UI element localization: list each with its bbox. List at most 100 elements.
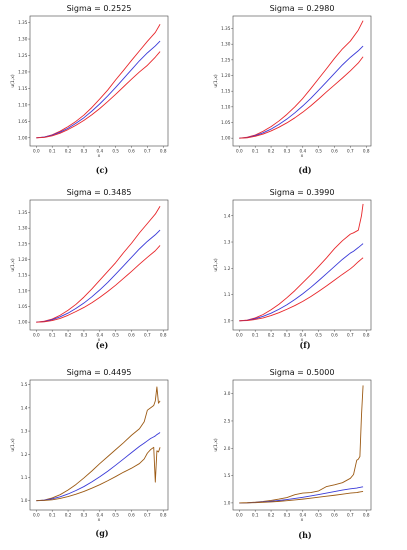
x-tick-label: 0.5 xyxy=(112,513,119,518)
x-tick-label: 0.1 xyxy=(49,149,56,154)
y-tick-label: 1.1 xyxy=(224,292,231,297)
x-axis-label: x xyxy=(301,518,304,523)
y-tick-label: 1.05 xyxy=(18,304,28,309)
series-line-mean xyxy=(36,40,161,139)
x-tick-label: 0.1 xyxy=(252,333,259,338)
y-tick-label: 1.15 xyxy=(18,273,28,278)
y-tick-label: 1.0 xyxy=(224,318,231,323)
series-line-upper-bound xyxy=(239,203,364,322)
x-tick-label: 0.6 xyxy=(128,513,135,518)
series-line-lower-bound xyxy=(239,56,364,139)
x-tick-label: 0.8 xyxy=(363,149,370,154)
x-tick-label: 0.5 xyxy=(315,333,322,338)
y-tick-label: 1.5 xyxy=(224,473,231,478)
x-tick-label: 0.2 xyxy=(268,513,275,518)
y-tick-label: 1.00 xyxy=(221,136,231,141)
x-tick-label: 0.7 xyxy=(347,149,354,154)
x-tick-label: 0.8 xyxy=(160,513,167,518)
caption-f: (f) xyxy=(299,340,311,350)
x-tick-label: 0.7 xyxy=(144,149,151,154)
x-tick-label: 0.7 xyxy=(144,333,151,338)
y-axis-label: u(1,x) xyxy=(213,258,219,272)
x-tick-label: 0.8 xyxy=(160,333,167,338)
x-tick-label: 0.0 xyxy=(33,149,40,154)
y-tick-label: 1.35 xyxy=(221,26,231,31)
chart-svg: Sigma = 0.2525 0.0 0.1 0.2 0.3 0.4 0.5 0.6 0.7 0.… xyxy=(10,4,169,159)
x-tick-label: 0.4 xyxy=(299,513,306,518)
y-tick-label: 1.00 xyxy=(18,320,28,325)
x-tick-label: 0.3 xyxy=(284,333,291,338)
x-tick-label: 0.4 xyxy=(96,149,103,154)
caption-h: (h) xyxy=(298,530,312,540)
chart-title: Sigma = 0.2980 xyxy=(270,4,335,13)
x-tick-label: 0.1 xyxy=(49,333,56,338)
x-tick-label: 0.0 xyxy=(236,513,243,518)
series-line-upper-bound xyxy=(239,20,364,139)
chart-title: Sigma = 0.4495 xyxy=(67,368,132,377)
y-tick-label: 1.25 xyxy=(221,57,231,62)
y-tick-label: 1.3 xyxy=(224,240,231,245)
plot-frame xyxy=(232,15,372,147)
x-tick-label: 0.2 xyxy=(65,149,72,154)
x-tick-label: 0.2 xyxy=(65,513,72,518)
y-tick-label: 1.25 xyxy=(18,53,28,58)
plot-frame xyxy=(232,199,372,331)
chart-panel-h: Sigma = 0.5000 0.0 0.1 0.2 0.3 0.4 0.5 0.6 0.7 0.… xyxy=(205,366,405,548)
x-tick-label: 0.6 xyxy=(128,149,135,154)
y-tick-label: 1.2 xyxy=(21,452,28,457)
y-tick-label: 1.2 xyxy=(224,266,231,271)
y-tick-label: 1.30 xyxy=(221,42,231,47)
series-line-mean xyxy=(239,45,364,139)
x-tick-label: 0.6 xyxy=(331,333,338,338)
series-line-mean xyxy=(239,486,364,504)
y-tick-label: 1.30 xyxy=(18,226,28,231)
y-axis-label: u(1,x) xyxy=(213,438,219,452)
series-line-mean xyxy=(36,229,161,323)
x-tick-label: 0.2 xyxy=(65,333,72,338)
y-tick-label: 1.0 xyxy=(224,500,231,505)
series-line-mean xyxy=(239,243,364,322)
x-axis-label: x xyxy=(301,338,304,343)
x-tick-label: 0.6 xyxy=(331,149,338,154)
series-line-lower-bound xyxy=(239,490,364,504)
x-tick-label: 0.1 xyxy=(252,513,259,518)
y-tick-label: 1.3 xyxy=(21,429,28,434)
x-tick-label: 0.5 xyxy=(112,333,119,338)
x-tick-label: 0.6 xyxy=(128,333,135,338)
y-tick-label: 1.25 xyxy=(18,241,28,246)
plot-frame xyxy=(29,199,169,331)
chart-svg: Sigma = 0.5000 0.0 0.1 0.2 0.3 0.4 0.5 0.6 0.7 0.… xyxy=(213,368,372,523)
x-tick-label: 0.4 xyxy=(299,149,306,154)
x-tick-label: 0.3 xyxy=(81,149,88,154)
x-tick-label: 0.7 xyxy=(347,513,354,518)
series-line-mean xyxy=(36,432,161,502)
chart-svg: Sigma = 0.3485 0.0 0.1 0.2 0.3 0.4 0.5 0.6 0.7 0.… xyxy=(10,188,169,343)
x-tick-label: 0.5 xyxy=(112,149,119,154)
y-tick-label: 1.10 xyxy=(18,102,28,107)
chart-svg: Sigma = 0.4495 0.0 0.1 0.2 0.3 0.4 0.5 0.6 0.7 0.… xyxy=(10,368,169,523)
x-axis-label: x xyxy=(98,338,101,343)
plot-frame xyxy=(232,379,372,511)
x-tick-label: 0.8 xyxy=(363,513,370,518)
plot-frame xyxy=(29,379,169,511)
caption-g: (g) xyxy=(95,528,109,538)
x-tick-label: 0.2 xyxy=(268,149,275,154)
x-tick-label: 0.4 xyxy=(96,513,103,518)
chart-title: Sigma = 0.2525 xyxy=(67,4,132,13)
y-tick-label: 1.30 xyxy=(18,37,28,42)
series-line-upper-bound xyxy=(36,386,161,502)
x-tick-label: 0.7 xyxy=(347,333,354,338)
x-tick-label: 0.0 xyxy=(236,333,243,338)
chart-panel-f: Sigma = 0.3990 0.0 0.1 0.2 0.3 0.4 0.5 0.6 0.7 0.… xyxy=(205,186,405,368)
x-tick-label: 0.0 xyxy=(33,513,40,518)
chart-svg: Sigma = 0.2980 0.0 0.1 0.2 0.3 0.4 0.5 0.6 0.7 0.… xyxy=(213,4,372,159)
series-line-lower-bound xyxy=(36,446,161,502)
x-tick-label: 0.2 xyxy=(268,333,275,338)
caption-d: (d) xyxy=(298,165,312,175)
y-axis-label: u(1,x) xyxy=(213,74,219,88)
y-tick-label: 1.35 xyxy=(18,20,28,25)
x-tick-label: 0.1 xyxy=(252,149,259,154)
x-tick-label: 0.8 xyxy=(160,149,167,154)
y-tick-label: 1.4 xyxy=(224,213,231,218)
x-tick-label: 0.5 xyxy=(315,149,322,154)
